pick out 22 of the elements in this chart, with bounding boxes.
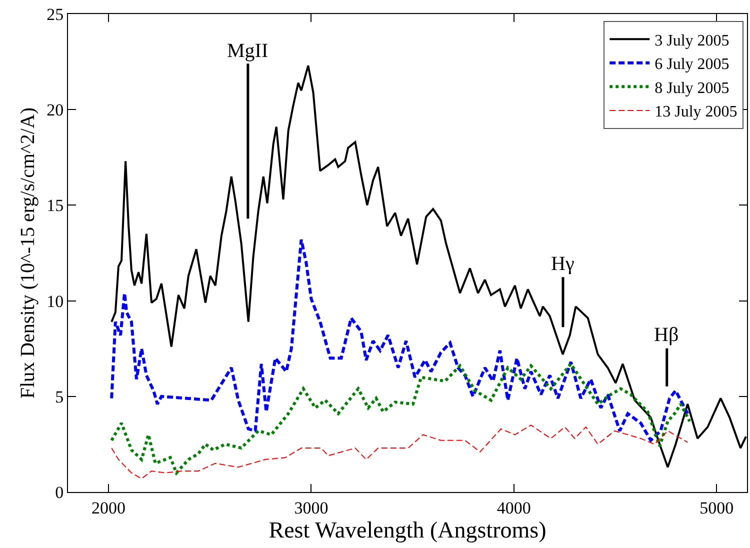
y-tick-label: 15 — [46, 196, 64, 216]
y-tick-label: 5 — [55, 387, 64, 406]
legend-label: 8 July 2005 — [654, 80, 730, 97]
x-tick-label: 5000 — [700, 498, 734, 518]
y-axis-title: Flux Density (10^-15 erg/s/cm^2/A) — [17, 107, 40, 399]
legend-label: 6 July 2005 — [654, 56, 730, 74]
x-tick-label: 2000 — [92, 498, 126, 518]
y-tick-label: 25 — [46, 4, 64, 24]
annotation: Hβ — [654, 324, 679, 346]
y-tick-label: 0 — [55, 482, 64, 502]
y-tick-label: 10 — [46, 292, 64, 311]
x-tick-label: 3000 — [294, 498, 328, 518]
y-tick-label: 20 — [46, 100, 64, 120]
x-axis-title: Rest Wavelength (Angstroms) — [268, 517, 546, 542]
legend-label: 13 July 2005 — [654, 104, 738, 121]
annotation: MgII — [227, 40, 268, 62]
legend-label: 3 July 2005 — [654, 32, 730, 50]
line-series — [110, 238, 690, 442]
x-tick-label: 4000 — [496, 498, 531, 518]
line-series — [110, 362, 692, 474]
line-series — [111, 424, 688, 480]
annotation: Hγ — [551, 253, 574, 275]
